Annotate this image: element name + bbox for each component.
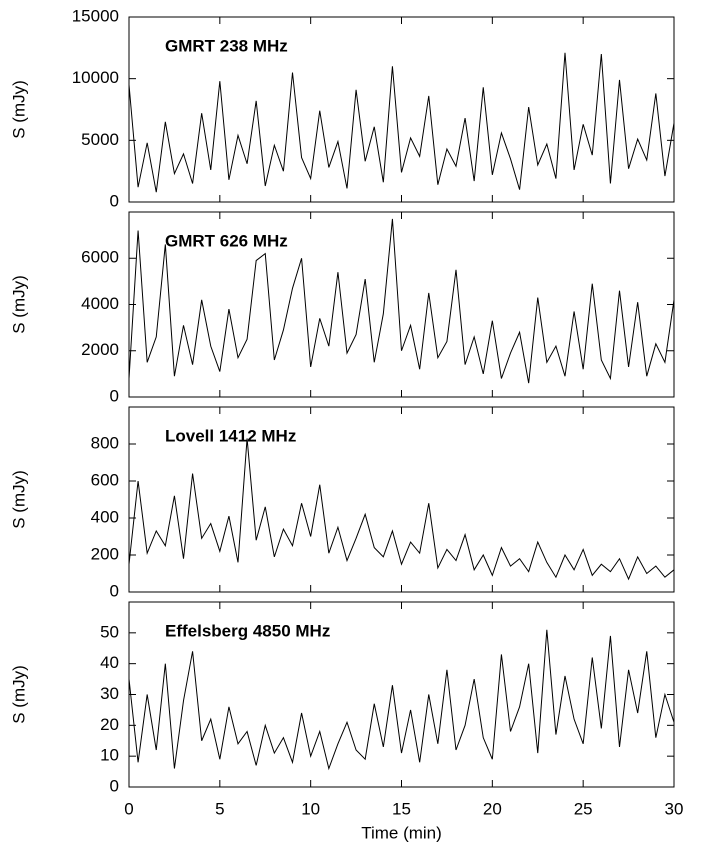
y-tick-label: 0 <box>110 581 119 600</box>
y-tick-label: 200 <box>91 544 119 563</box>
y-tick-label: 15000 <box>72 6 119 25</box>
x-axis-label: Time (min) <box>361 823 442 842</box>
y-tick-label: 0 <box>110 191 119 210</box>
y-tick-label: 50 <box>100 622 119 641</box>
y-tick-label: 600 <box>91 470 119 489</box>
y-tick-label: 6000 <box>81 248 119 267</box>
y-tick-label: 10 <box>100 746 119 765</box>
panel-annotation: GMRT 238 MHz <box>165 36 288 55</box>
panel-annotation: GMRT 626 MHz <box>165 231 288 250</box>
panel-annotation: Effelsberg 4850 MHz <box>165 621 330 640</box>
y-tick-label: 2000 <box>81 340 119 359</box>
y-tick-label: 0 <box>110 776 119 795</box>
data-line <box>128 218 675 384</box>
data-line <box>128 629 675 771</box>
x-tick-label: 20 <box>483 799 502 818</box>
y-tick-label: 5000 <box>81 130 119 149</box>
x-tick-label: 10 <box>301 799 320 818</box>
x-tick-label: 30 <box>665 799 684 818</box>
y-axis-label: S (mJy) <box>9 470 28 529</box>
y-axis-label: S (mJy) <box>9 275 28 334</box>
y-tick-label: 20 <box>100 715 119 734</box>
y-tick-label: 40 <box>100 653 119 672</box>
x-tick-label: 25 <box>574 799 593 818</box>
y-tick-label: 10000 <box>72 68 119 87</box>
y-tick-label: 0 <box>110 386 119 405</box>
y-tick-label: 4000 <box>81 294 119 313</box>
y-tick-label: 800 <box>91 433 119 452</box>
y-tick-label: 30 <box>100 684 119 703</box>
data-line <box>128 52 675 193</box>
x-tick-label: 5 <box>215 799 224 818</box>
x-tick-label: 0 <box>124 799 133 818</box>
y-tick-label: 400 <box>91 507 119 526</box>
x-tick-label: 15 <box>392 799 411 818</box>
y-axis-label: S (mJy) <box>9 80 28 139</box>
y-axis-label: S (mJy) <box>9 665 28 724</box>
panel-annotation: Lovell 1412 MHz <box>165 426 296 445</box>
data-line <box>128 438 675 581</box>
